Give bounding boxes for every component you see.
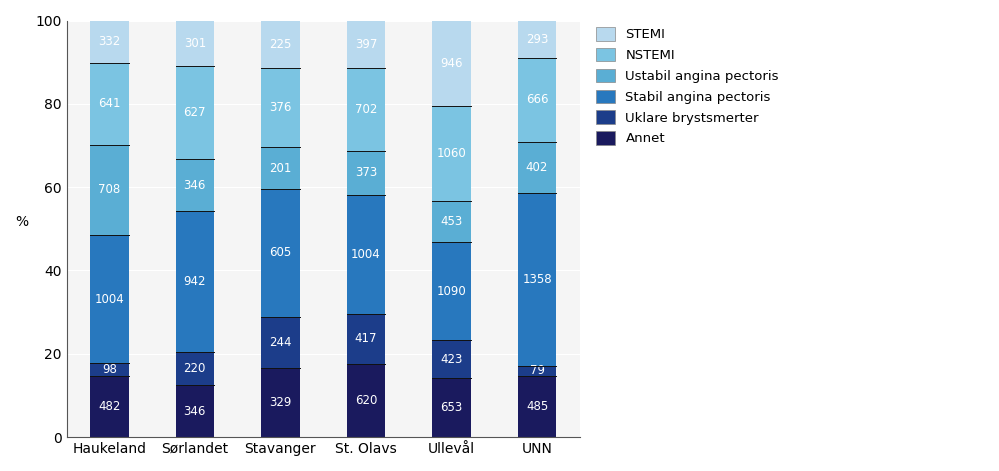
Bar (517, 142, 556, 193)
Bar (176, 65, 214, 160)
Bar (261, 189, 300, 317)
Text: 482: 482 (98, 400, 121, 413)
Bar (433, 21, 471, 106)
Text: 225: 225 (269, 38, 292, 51)
Text: 417: 417 (355, 333, 378, 345)
Text: 708: 708 (98, 183, 120, 196)
Text: 397: 397 (355, 38, 377, 50)
Bar (90, 376, 129, 437)
Text: 1004: 1004 (94, 292, 124, 306)
Text: 402: 402 (525, 161, 548, 174)
Bar (517, 365, 556, 375)
Bar (347, 364, 386, 437)
Text: 946: 946 (441, 57, 463, 70)
Text: 1090: 1090 (437, 284, 467, 298)
Bar (347, 195, 386, 314)
Bar (347, 151, 386, 195)
Bar (347, 21, 386, 67)
Bar (176, 211, 214, 352)
Text: 293: 293 (525, 32, 548, 46)
Text: 641: 641 (98, 97, 121, 110)
Bar (90, 145, 129, 235)
Text: 376: 376 (269, 101, 292, 114)
Text: 620: 620 (355, 394, 377, 407)
Text: 220: 220 (184, 362, 206, 375)
Text: 373: 373 (355, 166, 377, 179)
Text: 627: 627 (184, 106, 206, 119)
Bar (261, 317, 300, 368)
Bar (517, 57, 556, 142)
Text: 653: 653 (441, 401, 463, 414)
Bar (176, 21, 214, 65)
Text: 702: 702 (355, 103, 377, 116)
Text: 605: 605 (270, 246, 292, 260)
Text: 1004: 1004 (351, 248, 381, 261)
Bar (90, 21, 129, 63)
Bar (347, 314, 386, 364)
Bar (90, 363, 129, 376)
Bar (347, 67, 386, 151)
Text: 453: 453 (441, 215, 463, 228)
Bar (517, 21, 556, 57)
Text: 329: 329 (269, 396, 292, 409)
Bar (433, 340, 471, 378)
Bar (433, 201, 471, 242)
Bar (261, 368, 300, 437)
Text: 244: 244 (269, 336, 292, 349)
Text: 485: 485 (525, 400, 548, 413)
Text: 666: 666 (525, 93, 548, 106)
Bar (176, 352, 214, 385)
Bar (261, 147, 300, 189)
Text: 98: 98 (102, 363, 117, 376)
Bar (433, 242, 471, 340)
Text: 1060: 1060 (437, 147, 467, 160)
Text: 201: 201 (269, 162, 292, 175)
Text: 942: 942 (184, 276, 206, 288)
Text: 79: 79 (529, 364, 544, 377)
Text: 1358: 1358 (522, 273, 551, 286)
Text: 423: 423 (441, 353, 463, 366)
Bar (261, 21, 300, 68)
Bar (517, 375, 556, 437)
Bar (517, 193, 556, 365)
Bar (433, 106, 471, 201)
Bar (90, 235, 129, 363)
Bar (261, 68, 300, 147)
Bar (176, 385, 214, 437)
Text: 332: 332 (98, 35, 120, 48)
Legend: STEMI, NSTEMI, Ustabil angina pectoris, Stabil angina pectoris, Uklare brystsmer: STEMI, NSTEMI, Ustabil angina pectoris, … (596, 27, 779, 146)
Text: 301: 301 (184, 37, 206, 49)
Bar (90, 63, 129, 145)
Text: 346: 346 (184, 179, 206, 192)
Text: 346: 346 (184, 405, 206, 418)
Y-axis label: %: % (15, 215, 28, 229)
Bar (433, 378, 471, 437)
Bar (176, 160, 214, 211)
